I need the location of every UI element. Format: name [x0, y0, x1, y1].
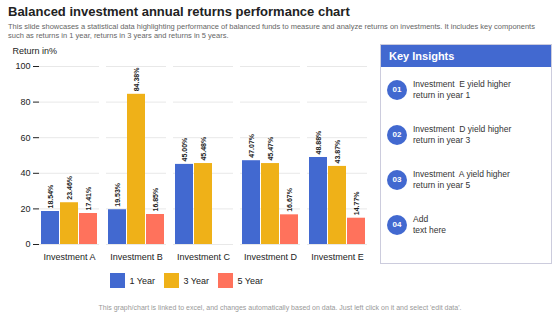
svg-text:14.77%: 14.77% — [353, 191, 360, 216]
html-text:Investment D yield higher: Investment D yield higher — [413, 123, 512, 134]
html-text:This slide showcases a statist: This slide showcases a statistical data … — [8, 22, 535, 40]
svg-text:48.88%: 48.88% — [315, 130, 322, 155]
html-text:03: 03 — [392, 175, 402, 184]
html-text:5 Year: 5 Year — [237, 275, 263, 286]
svg-text:84.38%: 84.38% — [133, 67, 140, 92]
html-text:Investment A yield higher: Investment A yield higher — [413, 168, 510, 179]
html-text:Balanced investment annual ret: Balanced investment annual returns perfo… — [8, 4, 350, 19]
html-text:Investment E yield higher: Investment E yield higher — [413, 78, 511, 89]
svg-text:45.47%: 45.47% — [267, 136, 274, 161]
svg-text:0: 0 — [25, 239, 30, 249]
svg-text:45.48%: 45.48% — [200, 136, 207, 161]
html-text:04: 04 — [392, 220, 402, 229]
html-text:02: 02 — [392, 130, 402, 139]
svg-text:80: 80 — [20, 97, 30, 107]
svg-text:45.00%: 45.00% — [181, 137, 188, 162]
html-text:This graph/chart is linked to: This graph/chart is linked to excel, and… — [98, 303, 462, 311]
svg-text:47.07%: 47.07% — [248, 133, 255, 158]
svg-text:17.41%: 17.41% — [85, 186, 92, 211]
svg-text:Investment A: Investment A — [43, 252, 95, 262]
html-text:return in year 3: return in year 3 — [413, 134, 471, 145]
html-text:Key Insights: Key Insights — [389, 50, 455, 62]
html-text:01: 01 — [392, 85, 402, 94]
svg-text:Return in%: Return in% — [13, 46, 58, 56]
svg-text:19.53%: 19.53% — [114, 182, 121, 207]
html-text:3 Year: 3 Year — [183, 275, 209, 286]
html-text:Add: Add — [413, 213, 429, 224]
svg-text:60: 60 — [20, 133, 30, 143]
html-text:text here: text here — [413, 224, 447, 235]
svg-text:Investment D: Investment D — [244, 252, 298, 262]
html-text:return in year 1: return in year 1 — [413, 89, 471, 100]
svg-text:100: 100 — [15, 61, 30, 71]
svg-text:20: 20 — [20, 204, 30, 214]
svg-text:16.67%: 16.67% — [286, 187, 293, 212]
svg-text:Investment C: Investment C — [177, 252, 231, 262]
svg-text:18.54%: 18.54% — [47, 184, 54, 209]
svg-text:Investment E: Investment E — [311, 252, 364, 262]
svg-text:16.85%: 16.85% — [152, 187, 159, 212]
html-text:return in year 5: return in year 5 — [413, 179, 471, 190]
svg-text:Investment B: Investment B — [110, 252, 163, 262]
svg-text:40: 40 — [20, 168, 30, 178]
svg-text:43.87%: 43.87% — [334, 139, 341, 164]
svg-text:23.46%: 23.46% — [66, 175, 73, 200]
html-text:1 Year: 1 Year — [129, 275, 155, 286]
